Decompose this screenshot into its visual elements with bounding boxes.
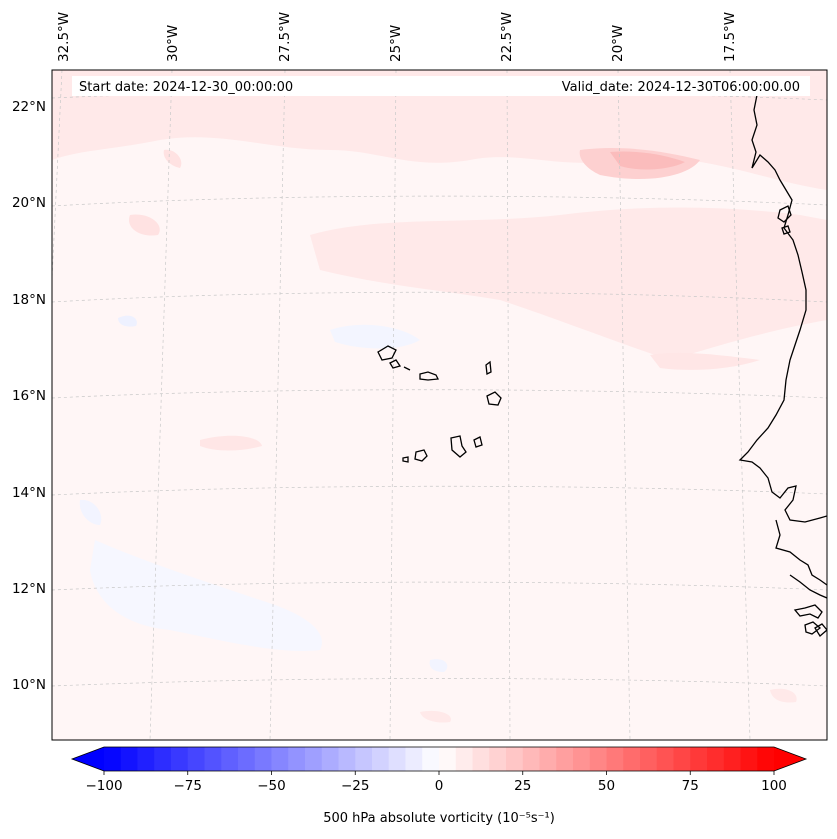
colorbar-ticks: −100 −75 −50 −25 0 25 50 75 100 [85, 771, 787, 794]
colorbar-tick-label: 0 [435, 778, 444, 794]
colorbar-cell [104, 747, 122, 771]
start-date-label: Start date: 2024-12-30_00:00:00 [79, 80, 293, 95]
lat-label: 12°N [12, 581, 46, 597]
coastlines [738, 94, 827, 637]
colorbar: −100 −75 −50 −25 0 25 50 75 100 500 hPa absolute… [70, 746, 808, 826]
map-background [52, 70, 827, 740]
lat-label: 16°N [12, 388, 46, 404]
colorbar-cell [422, 747, 440, 771]
colorbar-cell [707, 747, 725, 771]
colorbar-label: 500 hPa absolute vorticity (10⁻⁵s⁻¹) [323, 811, 555, 826]
lon-label: 27.5°W [277, 12, 293, 62]
colorbar-cell [288, 747, 306, 771]
colorbar-cell [238, 747, 256, 771]
lat-label: 18°N [12, 292, 46, 308]
colorbar-tick-label: 75 [682, 778, 699, 794]
colorbar-cell [305, 747, 323, 771]
colorbar-extend-low [72, 747, 104, 771]
african-coastline [738, 94, 827, 523]
lon-label: 25°W [388, 25, 404, 62]
lon-label: 22.5°W [499, 12, 515, 62]
lat-label: 20°N [12, 195, 46, 211]
lon-label: 32.5°W [56, 12, 72, 62]
colorbar-tick-label: −75 [174, 778, 203, 794]
lon-label: 30°W [165, 25, 181, 62]
colorbar-tick-label: −100 [85, 778, 122, 794]
lat-label: 14°N [12, 485, 46, 501]
colorbar-cell [640, 747, 658, 771]
colorbar-tick-label: 50 [598, 778, 615, 794]
colorbar-cell [606, 747, 624, 771]
latitude-labels: 22°N 20°N 18°N 16°N 14°N 12°N 10°N [12, 99, 46, 693]
colorbar-cell [740, 747, 758, 771]
colorbar-cell [455, 747, 474, 771]
colorbar-cell [204, 747, 222, 771]
lon-label: 20°W [610, 25, 626, 62]
colorbar-cell [589, 747, 608, 771]
colorbar-cell [221, 747, 239, 771]
colorbar-cell [137, 747, 155, 771]
colorbar-cell [623, 747, 641, 771]
date-label-strip [72, 76, 810, 96]
colorbar-cell [506, 747, 524, 771]
colorbar-cell [673, 747, 691, 771]
vorticity-field [52, 70, 827, 723]
colorbar-tick-label: 25 [514, 778, 531, 794]
colorbar-tick-label: 100 [761, 778, 787, 794]
colorbar-cell [522, 747, 541, 771]
colorbar-tick-label: −50 [257, 778, 286, 794]
colorbar-cell [405, 747, 423, 771]
colorbar-cell [271, 747, 289, 771]
colorbar-tick-label: −25 [341, 778, 370, 794]
colorbar-cell [355, 747, 373, 771]
cape-verde-islands [377, 345, 502, 463]
colorbar-cell [723, 747, 742, 771]
valid-date-label: Valid_date: 2024-12-30T06:00:00.00 [562, 80, 800, 95]
colorbar-cell [556, 747, 574, 771]
colorbar-cell [573, 747, 591, 771]
colorbar-cell [388, 747, 407, 771]
map-panel: Start date: 2024-12-30_00:00:00 Valid_da… [51, 69, 828, 741]
colorbar-cells [104, 747, 775, 771]
colorbar-cell [656, 747, 675, 771]
colorbar-cell [187, 747, 206, 771]
colorbar-cell [154, 747, 172, 771]
lat-label: 22°N [12, 99, 46, 115]
colorbar-cell [321, 747, 340, 771]
lon-label: 17.5°W [722, 12, 738, 62]
colorbar-cell [254, 747, 273, 771]
colorbar-cell [439, 747, 457, 771]
colorbar-extend-high [774, 747, 806, 771]
colorbar-cell [372, 747, 390, 771]
lat-label: 10°N [12, 677, 46, 693]
colorbar-cell [171, 747, 189, 771]
longitude-labels: 32.5°W 30°W 27.5°W 25°W 22.5°W 20°W 17.5… [56, 12, 738, 62]
colorbar-cell [757, 747, 775, 771]
colorbar-cell [120, 747, 139, 771]
colorbar-cell [472, 747, 490, 771]
colorbar-cell [489, 747, 507, 771]
colorbar-cell [338, 747, 356, 771]
colorbar-cell [539, 747, 557, 771]
map-frame [51, 69, 828, 741]
colorbar-cell [690, 747, 708, 771]
